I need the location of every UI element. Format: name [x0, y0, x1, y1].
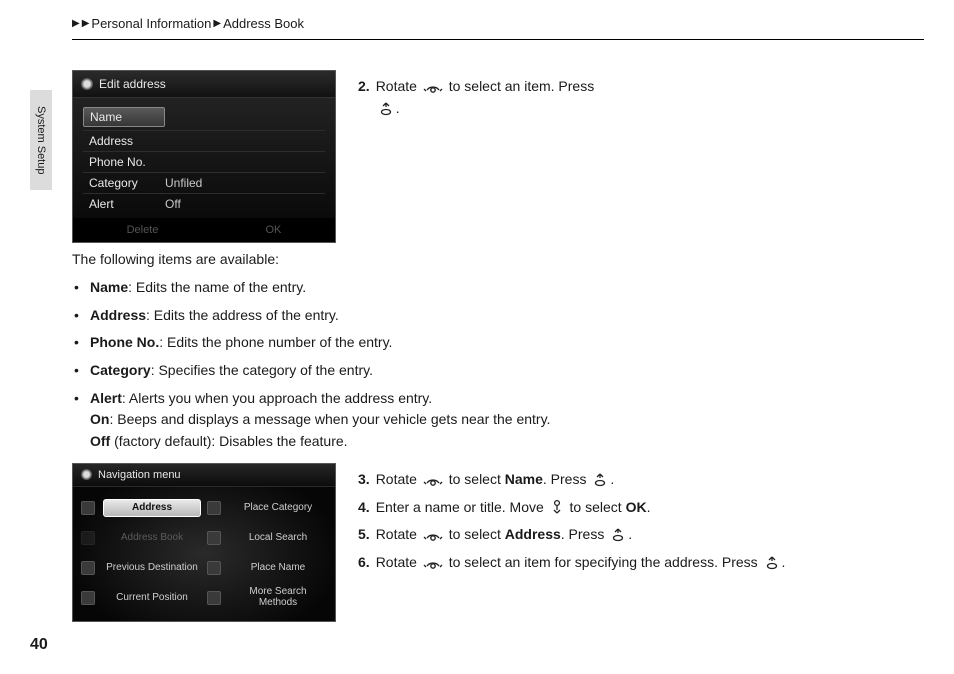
item-desc: : Edits the address of the entry. [146, 307, 339, 323]
item-label: Name [90, 279, 128, 295]
side-tab: System Setup [30, 90, 52, 190]
item-label: Alert [90, 390, 122, 406]
joystick-icon [550, 499, 564, 517]
more-icon [207, 591, 221, 605]
edit-footer-delete: Delete [127, 224, 159, 236]
edit-row-name: Name [83, 104, 325, 131]
press-dial-icon [610, 527, 626, 543]
rotate-dial-icon [423, 528, 443, 542]
press-dial-icon [764, 555, 780, 571]
item-desc: : Specifies the category of the entry. [151, 362, 373, 378]
breadcrumb-item-2: Address Book [223, 16, 304, 31]
available-items-list: Name: Edits the name of the entry. Addre… [72, 277, 924, 453]
item-sub-label: On [90, 411, 109, 427]
breadcrumb-item-1: Personal Information [91, 16, 211, 31]
edit-row-value: Off [165, 197, 181, 211]
step-number: 5. [358, 524, 370, 546]
intro-text: The following items are available: [72, 251, 924, 267]
item-label: Category [90, 362, 151, 378]
step-number: 6. [358, 552, 370, 574]
nav-item-address: Address [103, 499, 201, 518]
edit-address-screenshot: Edit address Name Address Phone No. Cate… [72, 70, 336, 243]
gear-icon [81, 78, 93, 90]
item-sub-desc: (factory default): Disables the feature. [110, 433, 347, 449]
edit-row-label: Phone No. [83, 155, 165, 169]
rotate-dial-icon [423, 473, 443, 487]
navigation-menu-screenshot: Navigation menu Address Place Category A… [72, 463, 336, 622]
list-item: Phone No.: Edits the phone number of the… [90, 332, 924, 354]
page-number: 40 [30, 636, 48, 654]
search-icon [207, 531, 221, 545]
list-item: Name: Edits the name of the entry. [90, 277, 924, 299]
nav-item: Address Book [103, 533, 201, 544]
book-icon [81, 531, 95, 545]
item-desc: : Alerts you when you approach the addre… [122, 390, 432, 406]
list-item: Address: Edits the address of the entry. [90, 305, 924, 327]
flag-icon [81, 501, 95, 515]
step-number: 3. [358, 469, 370, 491]
rotate-dial-icon [423, 80, 443, 94]
press-dial-icon [592, 472, 608, 488]
history-icon [81, 561, 95, 575]
gear-icon [81, 469, 92, 480]
step-bold: OK [626, 499, 647, 515]
nav-item: Local Search [229, 533, 327, 544]
edit-row-phone: Phone No. [83, 152, 325, 173]
edit-row-label: Alert [83, 197, 165, 211]
step-text: Rotate to select Name. Press . [376, 469, 924, 491]
step-bold: Name [505, 471, 543, 487]
nav-item: More Search Methods [229, 587, 327, 608]
item-sub-label: Off [90, 433, 110, 449]
side-tab-label: System Setup [35, 106, 47, 174]
nav-item: Place Name [229, 563, 327, 574]
edit-row-label: Name [83, 107, 165, 127]
position-icon [81, 591, 95, 605]
rotate-dial-icon [423, 556, 443, 570]
list-item: Alert: Alerts you when you approach the … [90, 388, 924, 453]
breadcrumb-arrow-icon: ▶ [72, 18, 80, 29]
nav-item: Previous Destination [103, 563, 201, 574]
step-text: Rotate to select an item for specifying … [376, 552, 924, 574]
step-bold: Address [505, 526, 561, 542]
step-text: Rotate to select Address. Press . [376, 524, 924, 546]
step-text: Enter a name or title. Move to select OK… [376, 497, 924, 519]
edit-footer-ok: OK [266, 224, 282, 236]
breadcrumb: ▶ ▶ Personal Information ▶ Address Book [72, 16, 924, 40]
edit-screen-title: Edit address [99, 77, 166, 91]
edit-row-label: Address [83, 134, 165, 148]
item-sub-desc: : Beeps and displays a message when your… [109, 411, 550, 427]
step-number: 2. [358, 76, 370, 119]
place-icon [207, 561, 221, 575]
item-desc: : Edits the name of the entry. [128, 279, 306, 295]
step-text: Rotate to select an item. Press . [376, 76, 924, 119]
list-item: Category: Specifies the category of the … [90, 360, 924, 382]
edit-row-label: Category [83, 176, 165, 190]
edit-row-category: Category Unfiled [83, 173, 325, 194]
breadcrumb-arrow-icon: ▶ [213, 18, 221, 29]
item-label: Phone No. [90, 334, 159, 350]
nav-title-text: Navigation menu [98, 469, 181, 481]
edit-row-alert: Alert Off [83, 194, 325, 214]
step-number: 4. [358, 497, 370, 519]
category-icon [207, 501, 221, 515]
item-label: Address [90, 307, 146, 323]
edit-row-address: Address [83, 131, 325, 152]
press-dial-icon [378, 101, 394, 117]
nav-item: Place Category [229, 503, 327, 514]
nav-item: Current Position [103, 593, 201, 604]
breadcrumb-arrow-icon: ▶ [82, 18, 90, 29]
item-desc: : Edits the phone number of the entry. [159, 334, 392, 350]
edit-row-value: Unfiled [165, 176, 202, 190]
